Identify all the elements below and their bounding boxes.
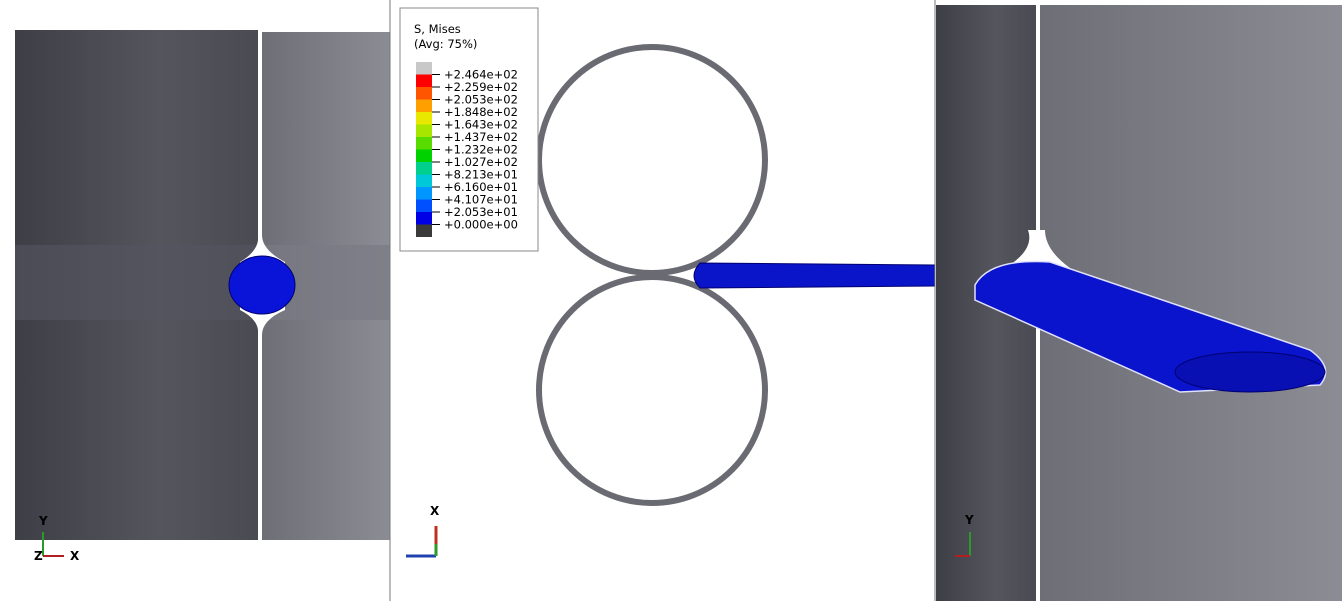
legend-swatch [416,175,432,188]
legend-swatch [416,62,432,75]
legend-swatch [416,200,432,213]
legend: +2.464e+02+2.259e+02+2.053e+02+1.848e+02… [416,62,518,237]
wire-end [1175,352,1325,392]
roll-top [539,47,765,273]
band [15,245,258,320]
viewport: S, Mises (Avg: 75%) +2.464e+02+2.259e+02… [0,0,1342,601]
panel-left [15,30,390,540]
axis-label: Y [964,513,974,527]
panel-right [936,5,1342,601]
axis-label: X [430,504,440,518]
legend-swatch [416,150,432,163]
axis-label: X [70,549,80,563]
legend-swatch [416,125,432,138]
legend-swatch [416,75,432,88]
legend-swatch [416,225,432,238]
legend-label: +0.000e+00 [444,218,518,232]
legend-subtitle: (Avg: 75%) [414,37,477,51]
legend-swatch [416,112,432,125]
wire [229,256,295,314]
axis-label: Y [38,514,48,528]
axis-label: Z [34,549,43,563]
legend-swatch [416,87,432,100]
roll-bottom [539,277,765,503]
legend-swatch [416,162,432,175]
wire [694,263,935,288]
legend-swatch [416,137,432,150]
panel-middle: S, Mises (Avg: 75%) +2.464e+02+2.259e+02… [400,8,935,503]
legend-swatch [416,187,432,200]
legend-swatch [416,212,432,225]
legend-swatch [416,100,432,113]
legend-title: S, Mises [414,22,461,36]
